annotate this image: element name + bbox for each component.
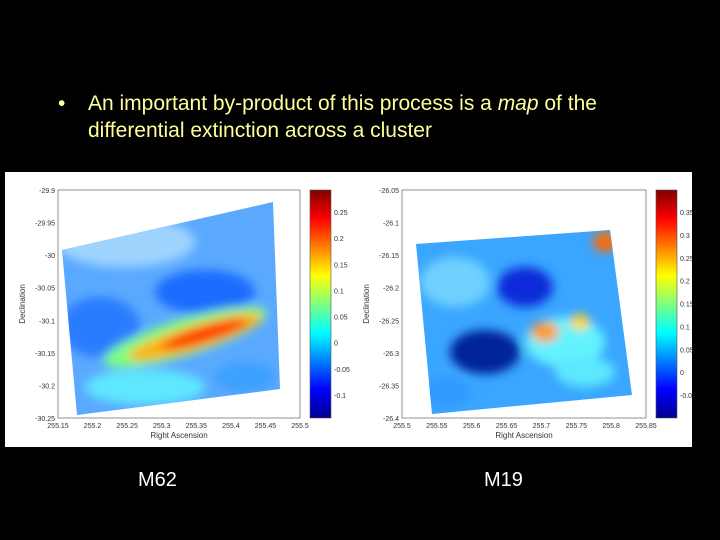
x-tick-label: 255.5 bbox=[393, 423, 411, 430]
colorbar-tick-label: 0 bbox=[334, 341, 338, 348]
y-tick-label: -30 bbox=[45, 253, 55, 260]
x-tick-label: 255.55 bbox=[426, 423, 448, 430]
x-axis-label: Right Ascension bbox=[495, 431, 552, 440]
extinction-maps-figure: 255.15 255.2 255.25 255.3 255.35 255.4 255.45 2… bbox=[5, 172, 696, 447]
m19-colorbar bbox=[655, 189, 678, 419]
colorbar-tick-label: 0.2 bbox=[680, 279, 690, 286]
y-tick-label: -30.15 bbox=[35, 351, 55, 358]
m19-heatmap bbox=[416, 230, 632, 414]
bullet-text: An important by-product of this process … bbox=[88, 90, 698, 144]
x-tick-label: 255.4 bbox=[222, 423, 240, 430]
y-tick-label: -26.2 bbox=[383, 286, 399, 293]
colorbar-tick-label: -0.1 bbox=[334, 393, 346, 400]
x-tick-label: 255.5 bbox=[291, 423, 309, 430]
y-tick-label: -26.3 bbox=[383, 351, 399, 358]
caption-m62: M62 bbox=[138, 469, 177, 491]
x-tick-label: 255.3 bbox=[153, 423, 171, 430]
x-tick-label: 255.8 bbox=[602, 423, 620, 430]
y-tick-label: -26.1 bbox=[383, 221, 399, 228]
y-tick-label: -30.25 bbox=[35, 416, 55, 423]
colorbar-tick-label: 0.25 bbox=[680, 256, 692, 263]
colorbar-tick-label: 0.1 bbox=[334, 288, 344, 295]
m62-colorbar bbox=[309, 189, 332, 419]
x-tick-label: 255.65 bbox=[496, 423, 518, 430]
bullet-text-part1: An important by-product of this process … bbox=[88, 92, 498, 115]
colorbar-tick-label: 0.35 bbox=[680, 210, 692, 217]
colorbar-tick-label: 0.2 bbox=[334, 236, 344, 243]
y-tick-label: -26.4 bbox=[383, 416, 399, 423]
colorbar-tick-label: 0.25 bbox=[334, 210, 348, 217]
caption-m19: M19 bbox=[484, 469, 523, 491]
colorbar-tick-label: 0.3 bbox=[680, 233, 690, 240]
y-tick-label: -26.15 bbox=[379, 253, 399, 260]
y-axis-label: Declination bbox=[362, 284, 371, 324]
colorbar-tick-label: 0.15 bbox=[680, 302, 692, 309]
colorbar-tick-label: 0.05 bbox=[334, 315, 348, 322]
y-tick-label: -30.2 bbox=[39, 383, 55, 390]
x-tick-label: 255.45 bbox=[255, 423, 277, 430]
y-tick-label: -26.25 bbox=[379, 318, 399, 325]
y-tick-label: -29.95 bbox=[35, 221, 55, 228]
colorbar-tick-label: -0.05 bbox=[334, 367, 350, 374]
extinction-maps-svg: 255.15 255.2 255.25 255.3 255.35 255.4 255.45 2… bbox=[18, 188, 696, 440]
x-tick-label: 255.85 bbox=[635, 423, 657, 430]
x-tick-label: 255.25 bbox=[116, 423, 138, 430]
colorbar-tick-label: -0.05 bbox=[680, 393, 692, 400]
x-tick-label: 255.75 bbox=[566, 423, 588, 430]
bullet-text-emphasis: map bbox=[497, 92, 539, 115]
colorbar-tick-label: 0 bbox=[680, 370, 684, 377]
y-tick-label: -26.05 bbox=[379, 188, 399, 195]
x-tick-label: 255.7 bbox=[533, 423, 551, 430]
bullet-text-part2: of the differential extinction across a … bbox=[88, 92, 597, 142]
y-tick-label: -29.9 bbox=[39, 188, 55, 195]
y-tick-label: -30.05 bbox=[35, 286, 55, 293]
x-tick-label: 255.6 bbox=[463, 423, 481, 430]
y-axis-label: Declination bbox=[18, 284, 27, 324]
bullet-point: • An important by-product of this proces… bbox=[58, 90, 698, 144]
colorbar-tick-label: 0.1 bbox=[680, 324, 690, 331]
x-tick-label: 255.15 bbox=[47, 423, 69, 430]
x-axis-label: Right Ascension bbox=[150, 431, 207, 440]
y-tick-label: -30.1 bbox=[39, 318, 55, 325]
bullet-marker: • bbox=[58, 92, 66, 115]
colorbar-tick-label: 0.05 bbox=[680, 347, 692, 354]
y-tick-label: -26.35 bbox=[379, 383, 399, 390]
x-tick-label: 255.2 bbox=[84, 423, 102, 430]
colorbar-tick-label: 0.15 bbox=[334, 262, 348, 269]
x-tick-label: 255.35 bbox=[186, 423, 208, 430]
